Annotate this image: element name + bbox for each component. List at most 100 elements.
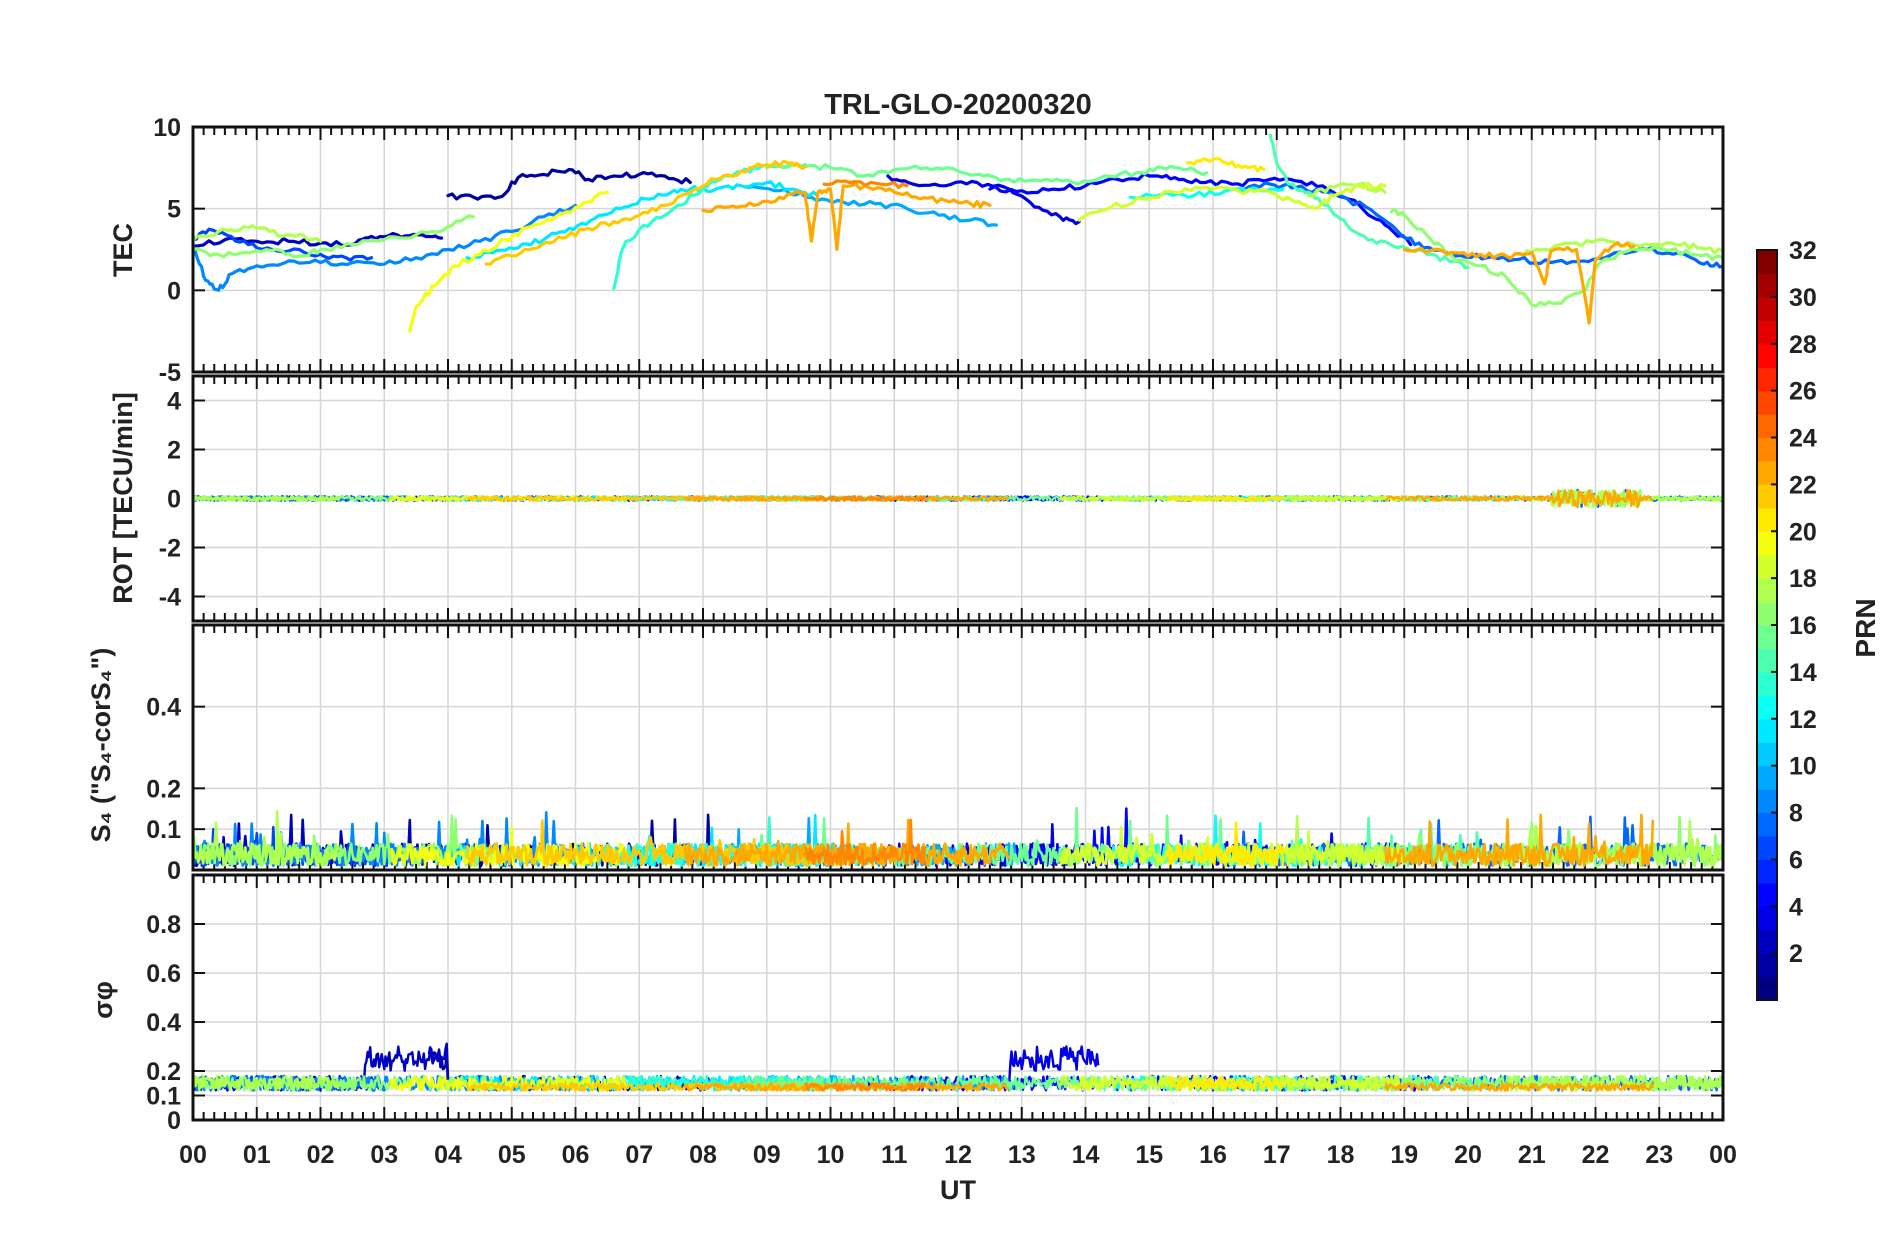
s4-series-prn-19 bbox=[1058, 825, 1406, 867]
colorbar-swatch bbox=[1757, 742, 1777, 767]
colorbar-tick-label: 18 bbox=[1789, 565, 1817, 593]
colorbar-swatch bbox=[1757, 625, 1777, 650]
colorbar-swatch bbox=[1757, 671, 1777, 696]
x-tick-label: 07 bbox=[625, 1141, 653, 1169]
colorbar-label: PRN bbox=[1850, 598, 1881, 657]
tec-panel: 10 5 0 -5 TEC bbox=[108, 114, 1725, 387]
colorbar-tick-label: 16 bbox=[1789, 612, 1817, 640]
sigma-series-prn-18 bbox=[191, 1074, 340, 1092]
tec-series-prn-19 bbox=[1077, 181, 1387, 222]
colorbar-swatch bbox=[1757, 460, 1777, 485]
rot-ytick-label: 4 bbox=[167, 388, 181, 416]
colorbar-tick-label: 12 bbox=[1789, 706, 1817, 734]
s4-ytick-label: 0.4 bbox=[146, 694, 181, 722]
s4-ytick-label: 0 bbox=[167, 857, 181, 885]
s4-series-prn-24 bbox=[803, 818, 928, 867]
tec-series-prn-17 bbox=[191, 208, 1725, 308]
colorbar-swatch bbox=[1757, 929, 1777, 954]
sigma-series-prn-22 bbox=[465, 1082, 826, 1092]
x-tick-label: 04 bbox=[434, 1141, 462, 1169]
colorbar-tick-label: 10 bbox=[1789, 753, 1817, 781]
tec-series-prn-23 bbox=[701, 182, 1636, 325]
x-tick-label: 01 bbox=[243, 1141, 271, 1169]
chart-title: TRL-GLO-20200320 bbox=[824, 89, 1092, 121]
x-tick-label: 22 bbox=[1582, 1141, 1610, 1169]
rot-frame bbox=[191, 374, 1725, 623]
s4-frame bbox=[191, 623, 1725, 872]
sigma-series-prn-24 bbox=[804, 1082, 927, 1092]
x-tick-label: 20 bbox=[1454, 1141, 1482, 1169]
tec-series-prn-24 bbox=[822, 179, 909, 190]
colorbar-swatch bbox=[1757, 789, 1777, 814]
x-tick-label: 02 bbox=[307, 1141, 335, 1169]
x-tick-label: 15 bbox=[1135, 1141, 1163, 1169]
s4-series-prn-21 bbox=[1167, 821, 1285, 868]
colorbar-tick-label: 26 bbox=[1789, 378, 1817, 406]
x-tick-label: 06 bbox=[562, 1141, 590, 1169]
x-tick-label: 00 bbox=[179, 1141, 207, 1169]
colorbar-swatch bbox=[1757, 648, 1777, 673]
colorbar-tick-label: 20 bbox=[1789, 518, 1817, 546]
colorbar-swatch bbox=[1757, 765, 1777, 790]
colorbar-swatch bbox=[1757, 695, 1777, 720]
sigma-ytick-label: 0.6 bbox=[146, 960, 181, 988]
colorbar-tick-label: 14 bbox=[1789, 659, 1817, 687]
sigma-phi-panel: 0.8 0.6 0.4 0.20.10 σφ bbox=[88, 873, 1725, 1135]
s4-series-prn-22 bbox=[465, 819, 826, 868]
rot-series-prn-24 bbox=[804, 495, 927, 502]
colorbar-swatch bbox=[1757, 343, 1777, 368]
colorbar-tick-label: 24 bbox=[1789, 425, 1817, 453]
tec-series-prn-12 bbox=[465, 180, 820, 261]
tec-series-prn-3 bbox=[191, 231, 444, 248]
tec-series-prn-21 bbox=[1185, 157, 1266, 173]
colorbar-swatch bbox=[1757, 484, 1777, 509]
sigma-ytick-label: 0.2 bbox=[146, 1058, 181, 1086]
s4-series-group bbox=[191, 806, 1725, 868]
tec-ytick-label: 5 bbox=[167, 196, 181, 224]
rot-series-prn-18 bbox=[191, 495, 340, 502]
colorbar-tick-label: 8 bbox=[1789, 800, 1803, 828]
x-tick-label: 17 bbox=[1263, 1141, 1291, 1169]
s4-panel: 0.4 0.2 0.1 0 S₄ ("S₄-corS₄") bbox=[86, 623, 1725, 885]
sigma-ytick-label: 0 bbox=[167, 1107, 181, 1135]
rot-ytick-label: 0 bbox=[167, 486, 181, 514]
sigma-series-prn-23 bbox=[1383, 1082, 1655, 1092]
rot-series-group bbox=[191, 488, 1725, 509]
tec-series-group bbox=[191, 133, 1725, 333]
colorbar-swatch bbox=[1757, 953, 1777, 978]
sigma-ylabel: σφ bbox=[88, 981, 118, 1019]
sigma-ytick-label: 0.4 bbox=[146, 1009, 181, 1037]
colorbar-swatch bbox=[1757, 859, 1777, 884]
colorbar-swatch bbox=[1757, 531, 1777, 556]
sigma-series-prn-21 bbox=[1167, 1074, 1285, 1092]
x-tick-label: 18 bbox=[1327, 1141, 1355, 1169]
colorbar-swatch bbox=[1757, 390, 1777, 415]
tec-series-prn-15 bbox=[1268, 133, 1470, 270]
rot-series-prn-21 bbox=[1167, 495, 1284, 502]
sigma-series-group bbox=[191, 1042, 1725, 1092]
colorbar-swatch bbox=[1757, 906, 1777, 931]
x-tick-label: 13 bbox=[1008, 1141, 1036, 1169]
colorbar-tick-label: 22 bbox=[1789, 471, 1817, 499]
x-tick-label: 03 bbox=[370, 1141, 398, 1169]
tec-series-prn-20 bbox=[408, 190, 609, 333]
colorbar-tick-label: 4 bbox=[1789, 893, 1803, 921]
colorbar-tick-label: 32 bbox=[1789, 237, 1817, 265]
colorbar-swatch bbox=[1757, 414, 1777, 439]
colorbar-swatch bbox=[1757, 601, 1777, 626]
tec-series-prn-2 bbox=[446, 167, 692, 201]
tec-frame bbox=[191, 125, 1725, 374]
rot-ytick-label: 2 bbox=[167, 437, 181, 465]
x-tick-label: 21 bbox=[1518, 1141, 1546, 1169]
colorbar-tick-label: 28 bbox=[1789, 331, 1817, 359]
colorbar-swatch bbox=[1757, 976, 1777, 1001]
colorbar-swatch bbox=[1757, 507, 1777, 532]
tec-ytick-label: 0 bbox=[167, 277, 181, 305]
tec-ytick-label: -5 bbox=[159, 359, 181, 387]
colorbar-swatch bbox=[1757, 718, 1777, 743]
x-tick-label: 10 bbox=[817, 1141, 845, 1169]
colorbar-swatch bbox=[1757, 554, 1777, 579]
colorbar-tick-label: 6 bbox=[1789, 846, 1803, 874]
s4-ytick-label: 0.2 bbox=[146, 775, 181, 803]
